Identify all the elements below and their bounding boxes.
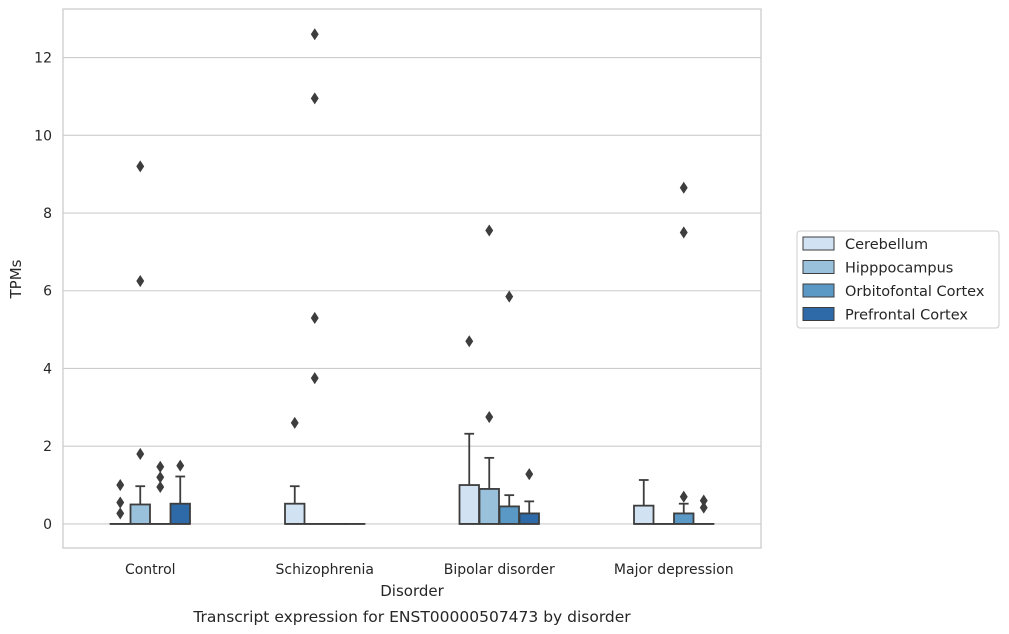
box [284, 502, 306, 525]
box-group [518, 468, 540, 525]
y-tick-label: 2 [43, 439, 52, 455]
box-group [149, 460, 171, 525]
y-tick-label: 0 [43, 517, 52, 533]
outlier-point [136, 274, 145, 288]
legend: Cerebellum Hipppocampus Orbitofontal Corte… [796, 230, 1000, 329]
outlier-point [310, 92, 319, 105]
outlier-point [505, 290, 514, 303]
y-tick-labels: 0 2 4 6 8 10 12 [34, 51, 52, 533]
box-group [693, 494, 715, 525]
legend-swatch [802, 283, 835, 298]
outlier-point [485, 224, 494, 237]
legend-label: Cerebellum [845, 237, 928, 253]
legend-swatch [802, 236, 835, 251]
outlier-point [310, 28, 319, 41]
x-tick-label: Major depression [614, 562, 734, 578]
box [129, 503, 151, 525]
box-group [633, 479, 655, 525]
box [458, 484, 480, 525]
legend-frame [796, 230, 1000, 329]
box-group [478, 224, 500, 525]
box [478, 488, 500, 525]
box [673, 512, 695, 525]
y-tick-label: 12 [34, 51, 52, 67]
plot-area-frame [62, 8, 762, 549]
gridlines [63, 57, 761, 525]
outlier-point [679, 226, 688, 239]
x-tick-label: Bipolar disorder [444, 562, 555, 578]
outlier-point [116, 507, 125, 520]
legend-label: Orbitofontal Cortex [845, 284, 985, 300]
outlier-point [310, 311, 319, 324]
y-tick-label: 10 [34, 128, 52, 144]
box-group [284, 416, 306, 525]
box-group [498, 290, 520, 525]
outlier-point [136, 160, 145, 173]
box-group [109, 478, 131, 525]
y-tick-label: 8 [43, 206, 52, 222]
box [498, 505, 520, 525]
x-axis-label: Disorder [380, 582, 444, 600]
outlier-point [290, 416, 299, 429]
box [633, 504, 655, 525]
outlier-point [310, 372, 319, 385]
outlier-point [699, 494, 708, 507]
y-tick-label: 4 [43, 361, 52, 377]
legend-label: Prefrontal Cortex [845, 308, 968, 324]
chart-caption: Transcript expression for ENST0000050747… [192, 608, 631, 626]
x-tick-labels: Control Schizophrenia Bipolar disorder Majo… [125, 562, 734, 578]
outlier-point [679, 181, 688, 194]
box [518, 512, 540, 525]
outlier-point [679, 490, 688, 503]
box [169, 502, 191, 525]
x-tick-label: Schizophrenia [276, 562, 374, 578]
legend-swatch [802, 307, 835, 321]
outlier-point [465, 335, 474, 348]
boxes [109, 28, 715, 525]
box-group [458, 335, 480, 525]
outlier-point [116, 496, 125, 509]
box-group [304, 28, 326, 525]
box-group [129, 160, 151, 525]
outlier-point [136, 447, 145, 461]
outlier-point [156, 480, 165, 494]
outlier-point [525, 468, 534, 481]
outlier-point [176, 459, 185, 472]
x-tick-label: Control [125, 562, 176, 578]
y-tick-label: 6 [43, 284, 52, 300]
y-axis-label: TPMs [7, 259, 25, 299]
outlier-point [485, 410, 494, 424]
box-group [169, 459, 191, 525]
outlier-point [156, 471, 165, 484]
outlier-point [699, 501, 708, 514]
legend-label: Hipppocampus [845, 261, 953, 277]
outlier-point [156, 460, 165, 473]
legend-swatch [802, 260, 835, 274]
box-group [673, 181, 695, 525]
outlier-point [116, 478, 125, 492]
